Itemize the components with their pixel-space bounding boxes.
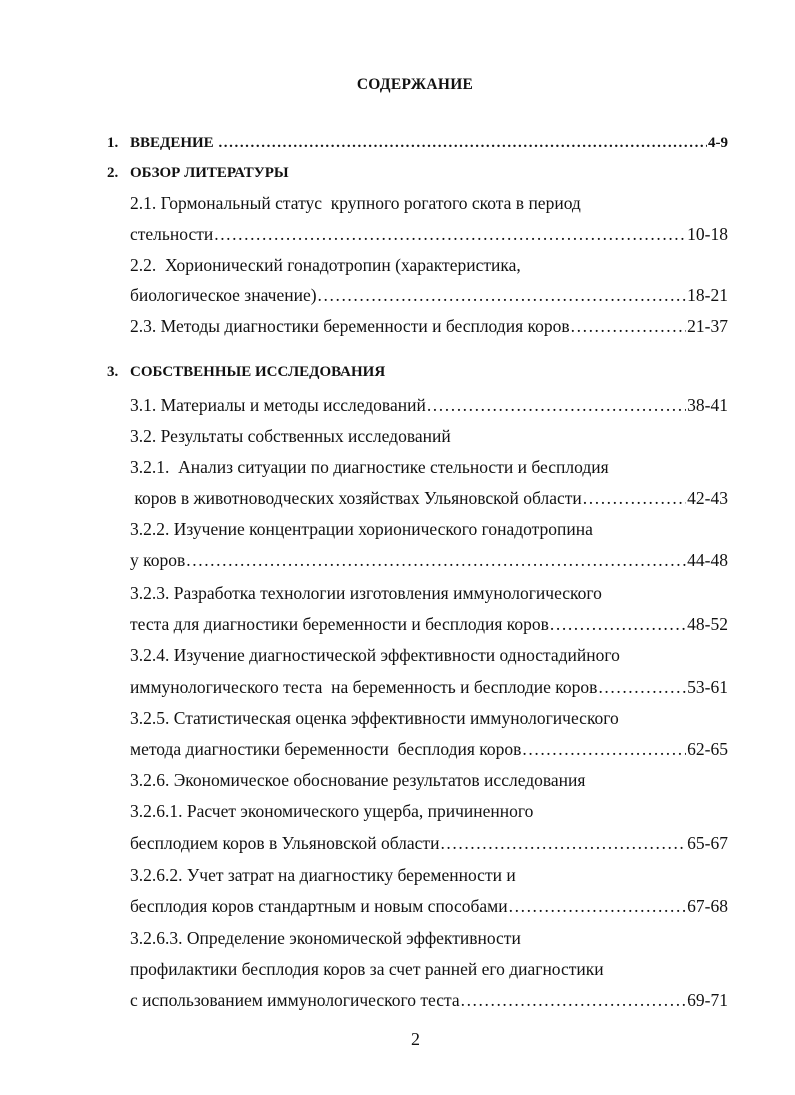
toc-entry: бесплодием коров в Ульяновской области 65…	[130, 833, 728, 855]
dot-leader	[509, 896, 687, 917]
toc-entry-title: 2.1. Гормональный статус крупного рогато…	[130, 193, 581, 213]
toc-entry: 3.2.6.3. Определение экономической эффек…	[130, 928, 728, 950]
toc-entry-title: стельности	[130, 224, 214, 244]
toc-entry-title: теста для диагностики беременности и бес…	[130, 614, 549, 634]
toc-entry-title: 3.2.6.1. Расчет экономического ущерба, п…	[130, 801, 534, 821]
toc-entry-pages: 42-43	[687, 488, 728, 508]
toc-entry-title: СОБСТВЕННЫЕ ИССЛЕДОВАНИЯ	[130, 364, 386, 380]
toc-entry-title: биологическое значение)	[130, 285, 317, 305]
dot-leader	[186, 550, 686, 571]
toc-entry: биологическое значение) 18-21	[130, 285, 728, 307]
toc-entry: 3.2. Результаты собственных исследований	[130, 426, 728, 448]
toc-entry: метода диагностики беременности бесплоди…	[130, 739, 728, 761]
toc-entry-title: бесплодия коров стандартным и новым спос…	[130, 896, 508, 916]
toc-entry-pages: 38-41	[687, 395, 728, 415]
toc-entry: 3.1. Материалы и методы исследований 38-4…	[130, 395, 728, 417]
toc-entry-pages: 21-37	[687, 316, 728, 336]
toc-entry: 3.2.2. Изучение концентрации хорионическ…	[130, 519, 728, 541]
toc-entry-title: ВВЕДЕНИЕ	[130, 135, 218, 151]
toc-entry-title: коров в животноводческих хозяйствах Улья…	[130, 488, 582, 508]
dot-leader	[214, 224, 686, 245]
toc-entry: 1. ВВЕДЕНИЕ 4-9	[107, 135, 728, 157]
toc-entry-pages: 69-71	[687, 990, 728, 1010]
toc-entry-title: 3.2.6. Экономическое обоснование результ…	[130, 770, 586, 790]
page-number: 2	[411, 1029, 420, 1049]
dot-leader	[571, 316, 687, 337]
toc-entry-title: 2.3. Методы диагностики беременности и б…	[130, 316, 570, 336]
toc-entry-title: с использованием иммунологического теста	[130, 990, 460, 1010]
toc-entry: у коров 44-48	[130, 550, 728, 572]
toc-entry-pages: 53-61	[687, 677, 728, 697]
toc-entry: коров в животноводческих хозяйствах Улья…	[130, 488, 728, 510]
toc-entry: 3.2.6. Экономическое обоснование результ…	[130, 770, 728, 792]
toc-entry: 2. ОБЗОР ЛИТЕРАТУРЫ	[107, 165, 728, 187]
toc-entry-pages: 65-67	[687, 833, 728, 853]
toc-entry-title: ОБЗОР ЛИТЕРАТУРЫ	[130, 165, 289, 181]
toc-entry-title: 3.1. Материалы и методы исследований	[130, 395, 426, 415]
toc-entry-pages: 62-65	[687, 739, 728, 759]
dot-leader	[461, 990, 687, 1011]
dot-leader	[318, 285, 687, 306]
toc-entry-pages: 67-68	[687, 896, 728, 916]
dot-leader	[583, 488, 686, 509]
toc-entry-title: 3.2.2. Изучение концентрации хорионическ…	[130, 519, 593, 539]
toc-entry: 3.2.1. Анализ ситуации по диагностике ст…	[130, 457, 728, 479]
toc-entry: с использованием иммунологического теста…	[130, 990, 728, 1012]
toc-entry-title: 3.2. Результаты собственных исследований	[130, 426, 451, 446]
toc-entry: иммунологического теста на беременность …	[130, 677, 728, 699]
toc-entry: 3.2.3. Разработка технологии изготовлени…	[130, 583, 728, 605]
toc-entry-title: у коров	[130, 550, 186, 570]
toc-entry: теста для диагностики беременности и бес…	[130, 614, 728, 636]
toc-entry-title: профилактики бесплодия коров за счет ран…	[130, 959, 604, 979]
toc-entry: бесплодия коров стандартным и новым спос…	[130, 896, 728, 918]
toc-entry: 2.3. Методы диагностики беременности и б…	[130, 316, 728, 338]
toc-entry-pages: 48-52	[687, 614, 728, 634]
toc-entry: 3.2.6.1. Расчет экономического ущерба, п…	[130, 801, 728, 823]
dot-leader	[440, 833, 686, 854]
toc-entry-pages: 10-18	[687, 224, 728, 244]
toc-entry: стельности 10-18	[130, 224, 728, 246]
dot-leader	[550, 614, 686, 635]
dot-leader	[427, 395, 686, 416]
toc-entry-number: 1.	[107, 135, 119, 151]
toc-entry: 2.2. Хорионический гонадотропин (характе…	[130, 255, 728, 277]
toc-entry: 2.1. Гормональный статус крупного рогато…	[130, 193, 728, 215]
toc-entry: профилактики бесплодия коров за счет ран…	[130, 959, 728, 981]
toc-entry-title: 3.2.6.2. Учет затрат на диагностику бере…	[130, 865, 516, 885]
toc-entry-pages: 44-48	[687, 550, 728, 570]
toc-entry-title: 3.2.5. Статистическая оценка эффективнос…	[130, 708, 619, 728]
toc-entry: 3.2.5. Статистическая оценка эффективнос…	[130, 708, 728, 730]
toc-entry-title: 3.2.6.3. Определение экономической эффек…	[130, 928, 521, 948]
toc-entry-title: иммунологического теста на беременность …	[130, 677, 598, 697]
dot-leader	[218, 135, 707, 152]
toc-entry-title: 3.2.3. Разработка технологии изготовлени…	[130, 583, 602, 603]
toc-entry-pages: 18-21	[687, 285, 728, 305]
toc-entry: 3.2.6.2. Учет затрат на диагностику бере…	[130, 865, 728, 887]
toc-entry-number: 2.	[107, 165, 119, 181]
page-title: СОДЕРЖАНИЕ	[356, 76, 474, 93]
toc-entry: 3.2.4. Изучение диагностической эффектив…	[130, 645, 728, 667]
toc-entry-title: 2.2. Хорионический гонадотропин (характе…	[130, 255, 521, 275]
toc-entry-title: 3.2.4. Изучение диагностической эффектив…	[130, 645, 620, 665]
toc-entry-number: 3.	[107, 364, 119, 380]
dot-leader	[598, 677, 686, 698]
toc-entry-pages: 4-9	[708, 135, 728, 151]
toc-entry: 3. СОБСТВЕННЫЕ ИССЛЕДОВАНИЯ	[107, 364, 728, 386]
toc-entry-title: 3.2.1. Анализ ситуации по диагностике ст…	[130, 457, 609, 477]
dot-leader	[522, 739, 686, 760]
toc-entry-title: бесплодием коров в Ульяновской области	[130, 833, 440, 853]
toc-entry-title: метода диагностики беременности бесплоди…	[130, 739, 522, 759]
